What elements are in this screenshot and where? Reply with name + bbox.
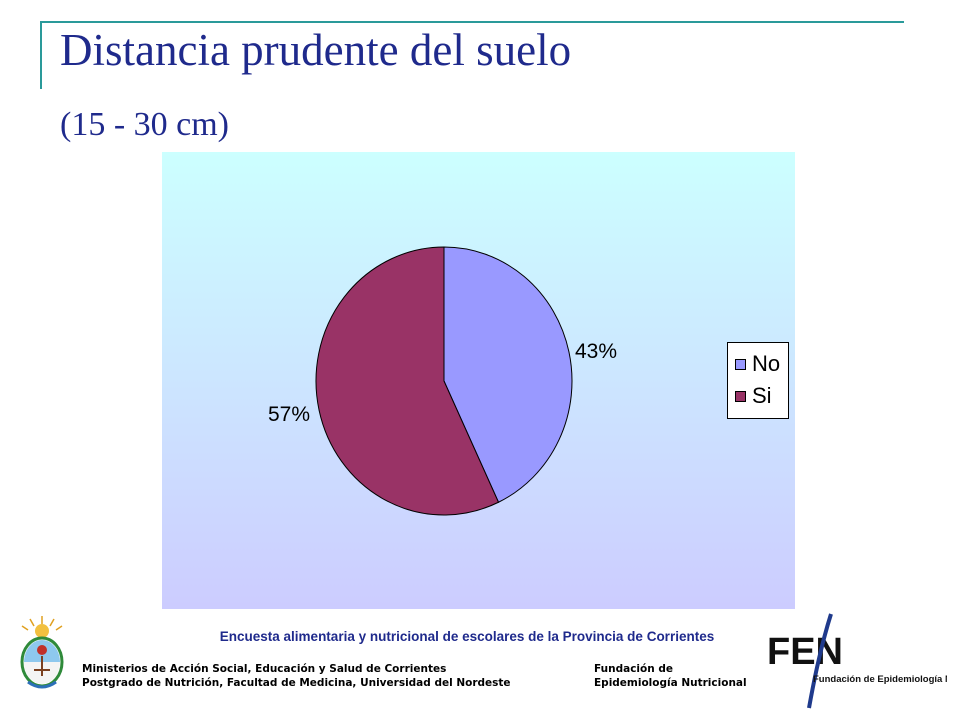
survey-title: Encuesta alimentaria y nutricional de es… (219, 629, 715, 644)
title-side-rule (40, 21, 42, 89)
data-label-si: 57% (268, 403, 310, 426)
legend-label-no: No (752, 351, 781, 376)
institution-right: Fundación de Epidemiología Nutricional (594, 662, 747, 690)
sun-icon (35, 624, 49, 638)
title-rule (40, 21, 904, 23)
legend-swatch-no (735, 358, 746, 370)
ribbon (27, 680, 57, 689)
chart-legend: No Si (727, 342, 789, 419)
institution-line-1: Ministerios de Acción Social, Educación … (82, 663, 447, 675)
chart-area: 43% 57% No Si (162, 152, 795, 609)
sun-rays (21, 616, 63, 631)
legend-item-si: Si (735, 383, 772, 409)
fen-logo-swoosh (807, 613, 833, 709)
pie-slice-no (443, 246, 573, 503)
pie-chart: 43% 57% (268, 246, 617, 516)
institution-line-2: Postgrado de Nutrición, Facultad de Medi… (82, 677, 511, 689)
fen-logo-subtext: Fundación de Epidemiología Nutricional (813, 674, 947, 685)
data-label-no: 43% (575, 340, 617, 363)
legend-item-no: No (735, 351, 780, 377)
slide-subtitle: (15 - 30 cm) (60, 106, 230, 143)
foundation-line-1: Fundación de (594, 663, 674, 675)
legend-swatch-si (735, 390, 746, 402)
institution-left: Ministerios de Acción Social, Educación … (82, 662, 511, 690)
fen-logo-text: FEN (767, 631, 843, 673)
legend-label-si: Si (752, 383, 772, 408)
slide-title: Distancia prudente del suelo (60, 25, 572, 75)
fen-logo: FEN Fundación de Epidemiología Nutricion… (767, 613, 947, 709)
pie-slice-si (315, 246, 500, 516)
foundation-line-2: Epidemiología Nutricional (594, 677, 747, 689)
coat-of-arms-logo (20, 616, 64, 689)
